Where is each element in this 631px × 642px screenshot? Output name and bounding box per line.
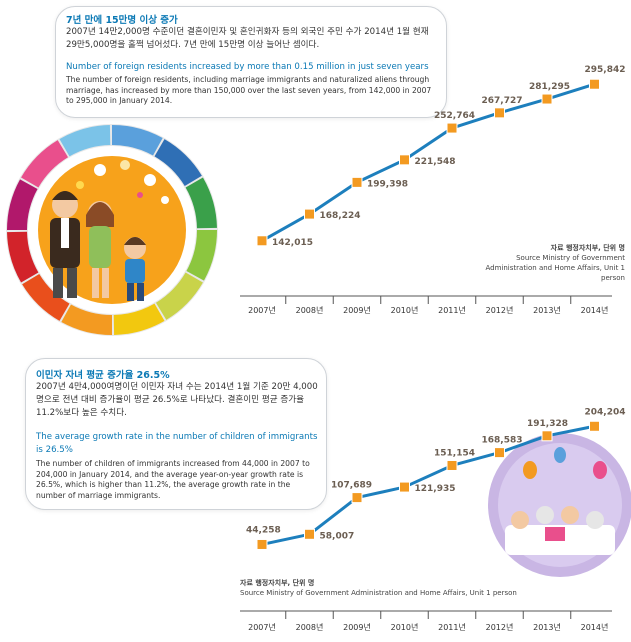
- data-point-marker: [351, 492, 363, 504]
- family-figures: [50, 160, 169, 301]
- data-value-label: 191,328: [527, 419, 568, 429]
- data-value-label: 199,398: [367, 179, 408, 189]
- x-tick-label: 2013년: [533, 622, 561, 632]
- x-tick-label: 2007년: [248, 305, 276, 315]
- data-value-label: 142,015: [272, 238, 313, 248]
- ring-segment: [21, 140, 69, 188]
- x-tick-label: 2011년: [438, 305, 466, 315]
- data-value-label: 107,689: [331, 481, 372, 491]
- immigrant-children-english-title: The average growth rate in the number of…: [36, 432, 318, 455]
- ring-segment: [155, 272, 203, 320]
- data-point-marker: [494, 447, 505, 459]
- foreign-residents-korean-title: 7년 만에 15만명 이상 증가: [66, 15, 178, 26]
- immigrant-children-english-body: The number of children of immigrants inc…: [36, 459, 310, 500]
- data-value-label: 168,583: [482, 436, 523, 446]
- data-point-marker: [351, 176, 363, 188]
- foreign-residents-english-title: Number of foreign residents increased by…: [66, 62, 429, 72]
- ring-segment: [185, 177, 217, 229]
- data-point-marker: [256, 538, 268, 550]
- ring-segment: [7, 179, 38, 231]
- x-tick-label: 2010년: [391, 305, 419, 315]
- foreign-residents-korean-body: 2007년 14만2,000명 수준이던 결혼이민자 및 혼인귀화자 등의 외국…: [66, 27, 429, 50]
- foreign-residents-english-body: The number of foreign residents, includi…: [66, 75, 432, 105]
- data-point-marker: [589, 78, 600, 90]
- foreign-residents-source-english: Source Ministry of Government Administra…: [485, 254, 626, 282]
- x-tick-label: 2012년: [486, 305, 514, 315]
- data-point-marker: [304, 208, 315, 220]
- x-tick-label: 2007년: [248, 622, 276, 632]
- foreign-residents-info-bubble: 7년 만에 15만명 이상 증가 2007년 14만2,000명 수준이던 결혼…: [55, 6, 447, 118]
- foreign-residents-source-korean: 자료 행정자치부, 단위 명: [550, 244, 625, 252]
- data-value-label: 151,154: [434, 448, 475, 458]
- data-value-label: 168,224: [320, 211, 361, 221]
- data-point-marker: [446, 459, 458, 471]
- data-value-label: 44,258: [246, 525, 281, 535]
- x-tick-label: 2010년: [391, 622, 419, 632]
- ring-segment: [59, 125, 111, 157]
- ring-segment: [111, 125, 163, 156]
- data-value-label: 281,295: [529, 82, 570, 92]
- ring-segment: [186, 229, 217, 281]
- data-value-label: 121,935: [415, 484, 456, 494]
- immigrant-children-source-english: Source Ministry of Government Administra…: [240, 589, 517, 597]
- data-point-marker: [399, 481, 410, 493]
- data-point-marker: [541, 93, 553, 105]
- data-value-label: 58,007: [320, 531, 355, 541]
- ring-segment: [61, 304, 113, 335]
- data-point-marker: [256, 235, 268, 247]
- data-point-marker: [399, 154, 410, 166]
- foreign-residents-source: 자료 행정자치부, 단위 명 Source Ministry of Govern…: [485, 243, 626, 283]
- data-value-label: 267,727: [482, 96, 523, 106]
- immigrant-children-korean-body: 2007년 4만4,000여명이던 이민자 자녀 수는 2014년 1월 기준 …: [36, 382, 318, 418]
- x-tick-label: 2013년: [533, 305, 561, 315]
- immigrant-children-chart: 2007년 2008년 2009년 2010년 2011년 2012년 2013년 2014년…: [240, 407, 626, 632]
- data-point-marker: [446, 122, 458, 134]
- x-tick-label: 2011년: [438, 622, 466, 632]
- data-point-marker: [494, 107, 505, 119]
- foreign-residents-chart: 2007년 2008년 2009년 2010년 2011년 2012년 2013년 2014년…: [240, 65, 626, 315]
- ring-segment: [22, 273, 70, 321]
- ring-segment: [113, 303, 165, 335]
- ring-segment: [7, 231, 39, 283]
- immigrant-children-info-bubble: 이민자 자녀 평균 증가율 26.5% 2007년 4만4,000여명이던 이민…: [25, 358, 327, 510]
- x-tick-label: 2014년: [581, 622, 609, 632]
- x-tick-label: 2008년: [296, 305, 324, 315]
- data-point-marker: [304, 528, 315, 540]
- data-value-label: 295,842: [585, 65, 626, 75]
- x-tick-label: 2014년: [581, 305, 609, 315]
- immigrant-children-source-korean: 자료 행정자치부, 단위 명: [240, 579, 315, 587]
- data-value-label: 204,204: [585, 407, 626, 417]
- x-tick-label: 2009년: [343, 305, 371, 315]
- data-value-label: 221,548: [415, 157, 456, 167]
- series-line: [261, 82, 595, 243]
- series-line: [261, 424, 595, 546]
- ring-segment: [154, 139, 202, 187]
- immigrant-children-source: 자료 행정자치부, 단위 명 Source Ministry of Govern…: [240, 578, 580, 598]
- party-illustration: [488, 433, 631, 577]
- x-tick-label: 2008년: [296, 622, 324, 632]
- data-value-label: 252,764: [434, 111, 475, 121]
- x-tick-label: 2009년: [343, 622, 371, 632]
- data-point-marker: [541, 430, 553, 442]
- x-tick-label: 2012년: [486, 622, 514, 632]
- data-point-marker: [589, 420, 600, 432]
- immigrant-children-korean-title: 이민자 자녀 평균 증가율 26.5%: [36, 370, 170, 381]
